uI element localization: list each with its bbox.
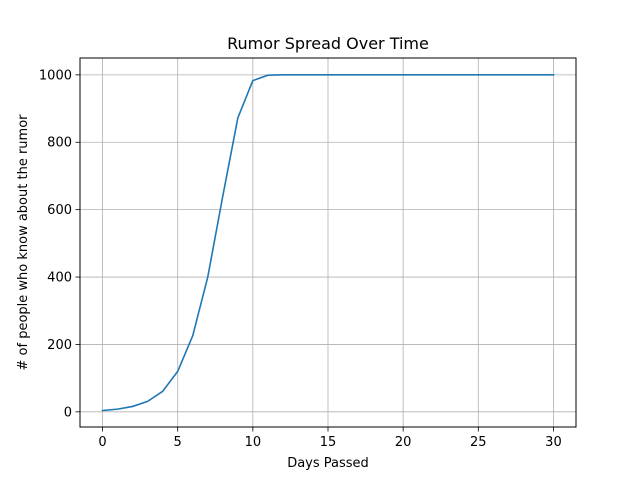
- y-axis-label: # of people who know about the rumor: [16, 114, 31, 371]
- series-layer: [101, 74, 555, 412]
- x-tick-label: 5: [174, 435, 182, 450]
- x-tick-label: 30: [545, 435, 562, 450]
- y-tick-label: 1000: [39, 68, 72, 83]
- x-tick-label: 25: [470, 435, 487, 450]
- y-tick-label: 200: [47, 338, 72, 353]
- series-line: [101, 74, 555, 412]
- grid: [80, 58, 576, 427]
- chart-title: Rumor Spread Over Time: [227, 34, 429, 53]
- x-tick-label: 20: [395, 435, 412, 450]
- y-tick-label: 800: [47, 136, 72, 151]
- y-tick-label: 400: [47, 271, 72, 286]
- x-tick-label: 15: [320, 435, 337, 450]
- x-tick-label: 10: [245, 435, 262, 450]
- y-tick-label: 600: [47, 203, 72, 218]
- y-axis: 0 200 400 600 800 1000: [39, 68, 80, 420]
- x-tick-label: 0: [98, 435, 106, 450]
- x-axis: 0 5 10 15 20 25 30: [98, 427, 562, 450]
- y-tick-label: 0: [64, 405, 72, 420]
- x-axis-label: Days Passed: [287, 456, 369, 471]
